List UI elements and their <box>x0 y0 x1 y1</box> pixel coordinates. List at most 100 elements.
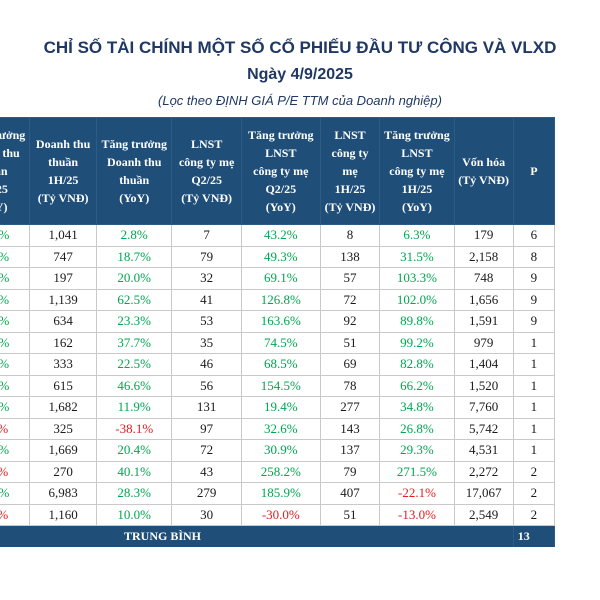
report-title: CHỈ SỐ TÀI CHÍNH MỘT SỐ CỔ PHIẾU ĐẦU TƯ … <box>43 38 557 57</box>
table-cell: 14.4% <box>0 396 31 419</box>
table-cell: 68.5% <box>240 353 321 376</box>
table-cell: 28.3% <box>96 482 173 505</box>
table-cell: -38.1% <box>96 417 173 440</box>
column-header-line: LNST <box>401 146 433 160</box>
table-cell: 51 <box>319 331 381 354</box>
column-header-line: công ty mẹ <box>178 155 235 169</box>
table-cell: 197 <box>29 267 98 290</box>
table-cell: 6,983 <box>29 482 98 505</box>
table-cell: 29.3% <box>379 439 455 462</box>
table-cell: 747 <box>29 245 98 268</box>
table-cell: 11.1% <box>0 288 31 311</box>
column-header-line: (YoY) <box>0 200 8 214</box>
table-cell: 271.5% <box>379 460 455 483</box>
column-header-line: (YoY) <box>265 200 296 214</box>
table-cell: 1,591 <box>453 310 514 333</box>
table-cell: 1 <box>512 417 556 440</box>
table-cell: -1.7% <box>0 417 31 440</box>
table-cell: 69.1% <box>240 267 321 290</box>
column-header-line: công ty <box>331 146 369 160</box>
table-cell: 11.8% <box>0 245 31 268</box>
table-cell: 1,656 <box>453 288 514 311</box>
table-cell: 40.1% <box>96 460 173 483</box>
table-cell: 30 <box>171 503 242 526</box>
table-cell: 78 <box>319 374 381 397</box>
table-cell: 43 <box>171 460 242 483</box>
financial-table: Tăng trưởng Doanh thu thuần 1H/25 (YoY) Doanh… <box>0 117 556 547</box>
column-header-6: Tăng trưởng LNST công ty mẹ 1H/25 (YoY) <box>379 117 455 225</box>
table-cell: 30.9% <box>240 439 321 462</box>
table-cell: 6 <box>512 224 556 247</box>
average-label: TRUNG BÌNH <box>0 525 514 547</box>
table-cell: 17,067 <box>453 482 514 505</box>
table-cell: 23.3% <box>96 310 173 333</box>
column-header-line: LNST <box>334 128 366 142</box>
column-header-line: (Tỷ VNĐ) <box>324 200 376 214</box>
table-cell: 8 <box>319 224 381 247</box>
table-cell: 1 <box>512 396 556 419</box>
column-header-1: Doanh thu thuần 1H/25 (Tỷ VNĐ) <box>29 117 98 225</box>
column-header-line: Tăng trưởng <box>384 128 450 142</box>
table-cell: 15.9% <box>0 310 31 333</box>
column-header-line: công ty mẹ <box>389 164 445 178</box>
table-cell: 1,139 <box>29 288 98 311</box>
table-cell: 69 <box>319 353 381 376</box>
table-cell: 126.8% <box>240 288 321 311</box>
table-cell: 19.4% <box>240 396 321 419</box>
table-cell: 72 <box>319 288 381 311</box>
table-cell: 53 <box>171 310 242 333</box>
column-header-line: mẹ <box>342 164 358 178</box>
table-cell: 26.8% <box>379 417 455 440</box>
table-cell: 131 <box>171 396 242 419</box>
table-cell: 154.5% <box>240 374 321 397</box>
table-cell: 20.4% <box>96 439 173 462</box>
column-header-line: (Tỷ VNĐ) <box>458 173 509 187</box>
table-cell: 1 <box>512 439 556 462</box>
table-cell: 9 <box>512 288 556 311</box>
column-header-line: 1H/25 <box>334 182 366 196</box>
table-cell: -13.0% <box>379 503 455 526</box>
table-cell: 34.8% <box>379 396 455 419</box>
table-cell: 32 <box>171 267 242 290</box>
average-row: TRUNG BÌNH 13 <box>0 525 556 547</box>
table-cell: 634 <box>29 310 98 333</box>
table-viewport: Tăng trưởng Doanh thu thuần 1H/25 (YoY) Doanh… <box>0 117 600 547</box>
table-cell: 407 <box>319 482 381 505</box>
table-cell: 9 <box>512 310 556 333</box>
table-cell: 2,549 <box>453 503 514 526</box>
table-cell: 5,742 <box>453 417 514 440</box>
report-date: Ngày 4/9/2025 <box>247 66 353 83</box>
table-cell: 62.5% <box>96 288 173 311</box>
table-cell: 57 <box>319 267 381 290</box>
table-cell: 333 <box>29 353 98 376</box>
table-cell: -30.0% <box>240 503 321 526</box>
table-cell: 2,158 <box>453 245 514 268</box>
column-header-line: (Tỷ VNĐ) <box>181 191 233 205</box>
column-header-8: P <box>512 117 556 225</box>
table-cell: 1,669 <box>29 439 98 462</box>
table-cell: 43.2% <box>240 224 321 247</box>
table-cell: 7 <box>171 224 242 247</box>
table-cell: 20.0% <box>96 267 173 290</box>
table-cell: 13.7% <box>0 331 31 354</box>
table-cell: 2 <box>512 503 556 526</box>
table-cell: 748 <box>453 267 514 290</box>
table-cell: 1,041 <box>29 224 98 247</box>
column-header-4: Tăng trưởng LNST công ty mẹ Q2/25 (YoY) <box>240 117 321 225</box>
column-header-line: thuần <box>48 155 79 169</box>
table-cell: 79 <box>319 460 381 483</box>
table-cell: 2 <box>512 460 556 483</box>
table-cell: 103.3% <box>379 267 455 290</box>
table-cell: 258.2% <box>240 460 321 483</box>
